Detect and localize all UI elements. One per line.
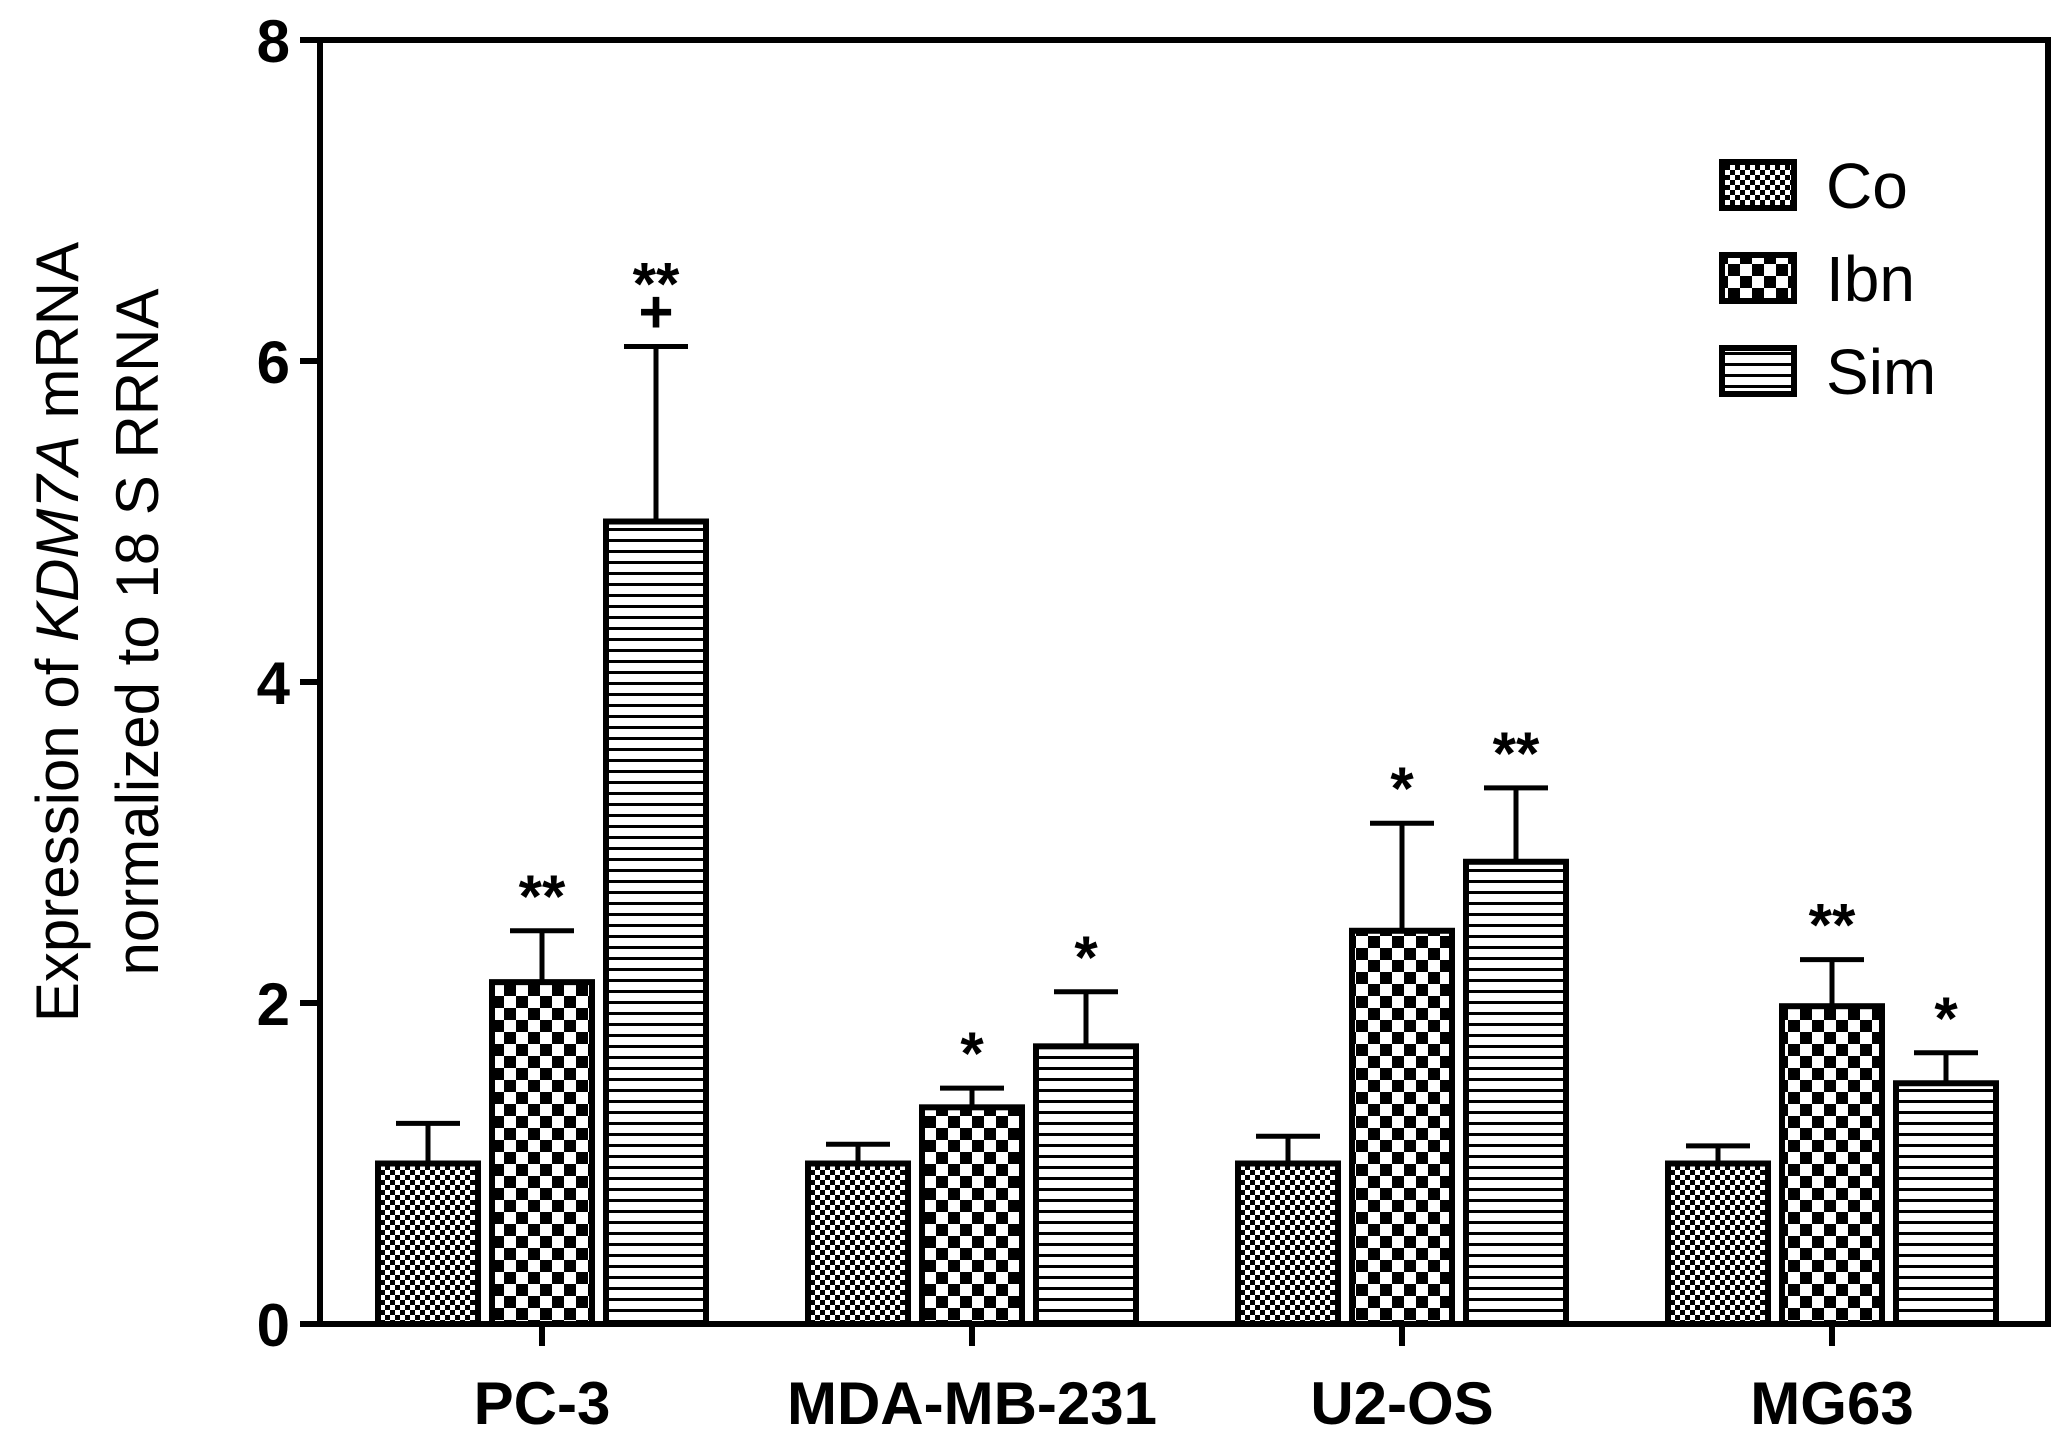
legend-label-Co: Co <box>1826 150 1908 222</box>
significance-Sim-PC-3-1: ** <box>633 251 680 318</box>
x-axis: PC-3 MDA-MB-231 U2-OS MG63 <box>474 1324 1914 1437</box>
y-tick-label-6: 6 <box>257 329 290 396</box>
significance-Sim-PC-3-0: + <box>638 279 673 346</box>
y-tick-label-0: 0 <box>257 1292 290 1359</box>
significance-Ibn-MDA-MB-231-0: * <box>960 1020 984 1087</box>
significance-Sim-MDA-MB-231-0: * <box>1074 924 1098 991</box>
y-axis: 0 2 4 6 8 <box>257 8 320 1359</box>
x-tick-label-PC-3: PC-3 <box>474 1370 611 1437</box>
y-axis-label-gene: KDM7A <box>24 435 91 642</box>
y-axis-label-line2: normalized to 18 S RRNA <box>104 289 171 976</box>
bar-Ibn-MDA-MB-231 <box>919 1104 1025 1327</box>
x-tick-label-MG63: MG63 <box>1750 1370 1913 1437</box>
significance-Sim-U2-OS-0: ** <box>1493 720 1540 787</box>
bar-Ibn-U2-OS <box>1349 927 1455 1328</box>
bar-Co-PC-3 <box>375 1160 481 1327</box>
significance-Ibn-PC-3-0: ** <box>519 863 566 930</box>
significance-Sim-MG63-0: * <box>1934 985 1958 1052</box>
significance-Ibn-U2-OS-0: * <box>1390 755 1414 822</box>
bar-Ibn-PC-3 <box>489 979 595 1327</box>
y-tick-label-4: 4 <box>257 650 291 717</box>
y-axis-label-line1: Expression of KDM7A mRNA <box>24 242 91 1022</box>
x-tick-label-U2-OS: U2-OS <box>1310 1370 1493 1437</box>
legend-label-Sim: Sim <box>1826 336 1936 408</box>
bar-Sim-MG63 <box>1893 1080 1999 1327</box>
y-tick-label-2: 2 <box>257 971 290 1038</box>
bar-series-group: **+********** <box>375 251 1999 1328</box>
legend-swatch-Co <box>1719 159 1797 211</box>
bar-Co-MG63 <box>1665 1160 1771 1327</box>
bar-Sim-PC-3 <box>603 518 709 1327</box>
bar-Sim-U2-OS <box>1463 858 1569 1327</box>
bar-Co-U2-OS <box>1235 1160 1341 1327</box>
y-axis-label-prefix: Expression of <box>24 642 91 1022</box>
bar-Sim-MDA-MB-231 <box>1033 1043 1139 1327</box>
y-axis-label-suffix: mRNA <box>24 242 91 435</box>
x-tick-label-MDA-MB-231: MDA-MB-231 <box>787 1370 1157 1437</box>
y-tick-label-8: 8 <box>257 8 290 75</box>
legend-label-Ibn: Ibn <box>1826 243 1915 315</box>
legend: Co Ibn Sim <box>1719 150 1936 408</box>
bar-Ibn-MG63 <box>1779 1003 1885 1328</box>
significance-Ibn-MG63-0: ** <box>1809 892 1856 959</box>
bar-Co-MDA-MB-231 <box>805 1160 911 1327</box>
legend-swatch-Ibn <box>1719 252 1797 304</box>
legend-swatch-Sim <box>1719 345 1797 397</box>
